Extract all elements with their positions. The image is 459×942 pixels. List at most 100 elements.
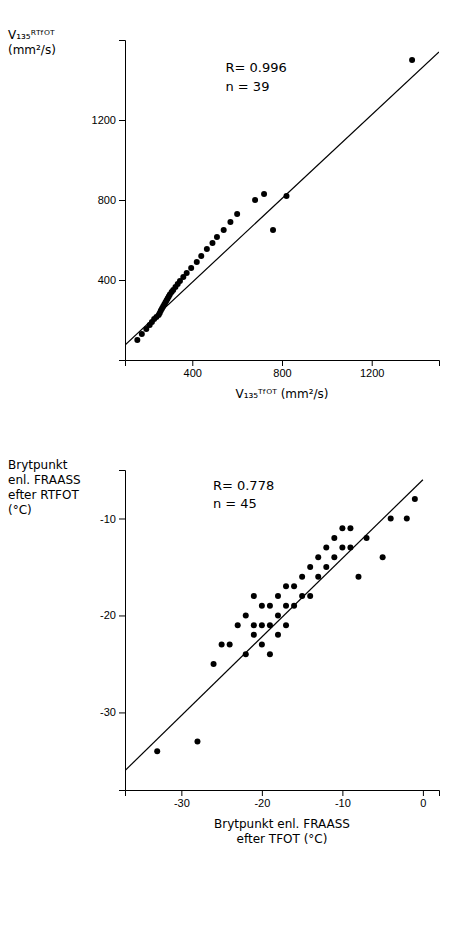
x-axis-line [126,361,440,367]
x-tick-label: -20 [254,797,270,809]
point [259,642,265,648]
point [211,661,217,667]
x-axis-title: Brytpunkt enl. FRAASSefter TFOT (°C) [214,817,350,846]
point [283,603,289,609]
x-axis-title: V₁₃₅ᵀᶠᴼᵀ (mm²/s) [235,387,328,401]
x-tick-mark [192,360,193,366]
y-tick-label: -30 [100,706,116,718]
x-tick: -30 [174,790,190,809]
x-axis-title-line: V₁₃₅ᵀᶠᴼᵀ (mm²/s) [235,387,328,401]
plot-area [125,480,423,771]
point [251,593,257,599]
x-tick-mark [282,360,283,366]
point [331,554,337,560]
point [267,651,273,657]
y-tick-mark [119,200,125,201]
point [221,227,227,233]
scatter-series [134,57,415,343]
annotation-line: n = 39 [225,78,269,93]
annotation-line: n = 45 [213,495,257,510]
x-axis-line [126,791,440,797]
point [194,739,200,745]
point [331,535,337,541]
annotation: R= 0.778n = 45 [213,477,274,510]
point [364,535,370,541]
y-tick: -20 [100,609,125,621]
point [307,593,313,599]
point [194,259,200,265]
x-tick: 1200 [360,360,384,379]
x-tick-mark [372,360,373,366]
y-axis-line [119,471,126,791]
chart: 40080012004008001200V₁₃₅ᵀᶠᴼᵀ (mm²/s)V₁₃₅… [8,28,440,401]
plot-area [125,52,439,345]
x-tick-mark [342,790,343,796]
x-tick-mark [181,790,182,796]
point [307,564,313,570]
point [355,574,361,580]
x-tick: 400 [184,360,202,379]
point [252,197,258,203]
point [227,642,233,648]
point [184,270,190,276]
point [188,265,194,271]
point [259,603,265,609]
y-tick-label: -10 [100,513,116,525]
point [339,545,345,551]
point [404,515,410,521]
y-tick: 1200 [92,114,125,126]
y-tick-label: 1200 [92,114,116,126]
figure: 40080012004008001200V₁₃₅ᵀᶠᴼᵀ (mm²/s)V₁₃₅… [0,0,459,942]
chart: -30 -20 -10 0 -30 -20 -10 Brytpunkt enl. FRAASS… [8,458,440,846]
point [219,642,225,648]
y-axis: -30 -20 -10 [100,471,125,791]
y-tick-mark [119,280,125,281]
x-tick: 800 [273,360,291,379]
point [251,632,257,638]
point [227,219,233,225]
point [134,337,140,343]
point [234,211,240,217]
x-axis-title-line: efter TFOT (°C) [237,832,328,846]
point [154,748,160,754]
point [259,622,265,628]
point [235,622,241,628]
point [267,603,273,609]
point [243,612,249,618]
x-tick-mark [423,790,424,796]
point [261,191,267,197]
point [412,496,418,502]
y-axis-title: efter RTFOT [8,488,79,502]
scatter-series [154,496,418,754]
y-tick-label: 800 [98,194,116,206]
point [339,525,345,531]
y-tick-mark [119,518,125,519]
point [323,545,329,551]
point [315,554,321,560]
point [275,593,281,599]
x-tick: 0 [420,790,426,809]
point [198,253,204,259]
x-tick-label: -10 [335,797,351,809]
y-tick: -30 [100,706,125,718]
point [315,574,321,580]
point [323,564,329,570]
y-axis-title: Brytpunkt [8,458,68,472]
x-tick: -10 [335,790,351,809]
x-axis: -30 -20 -10 0 [126,790,440,809]
y-tick-label: 400 [98,274,116,286]
point [409,57,415,63]
point [275,632,281,638]
point [204,246,210,252]
y-axis-title: enl. FRAASS [8,473,81,487]
y-axis-title: (°C) [8,503,32,517]
fit-line [125,52,439,345]
x-tick-label: 1200 [360,367,384,379]
point [380,554,386,560]
x-axis-title-line: Brytpunkt enl. FRAASS [214,817,350,831]
y-tick-label: -20 [100,609,116,621]
point [209,240,215,246]
y-axis-title: (mm²/s) [8,43,56,57]
point [299,574,305,580]
point [270,227,276,233]
